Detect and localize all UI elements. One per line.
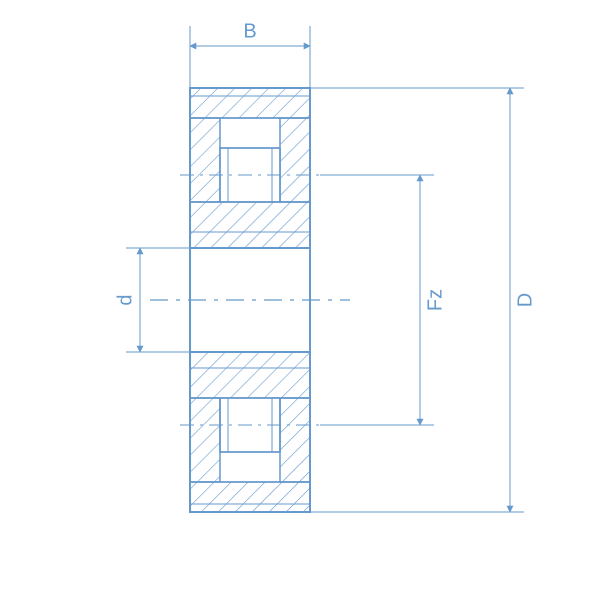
outer-ring-flange-top-right <box>280 118 310 202</box>
dim-fz-label: Fz <box>424 289 446 311</box>
dim-b-label: B <box>243 20 256 42</box>
outer-ring-flange-bottom-right <box>280 398 310 482</box>
outer-ring-flange-top-left <box>190 118 220 202</box>
dim-d-outer-label: D <box>514 293 536 307</box>
inner-ring-top <box>190 202 310 248</box>
inner-ring-bottom <box>190 352 310 398</box>
outer-ring-top <box>190 88 310 118</box>
outer-ring-bottom <box>190 482 310 512</box>
outer-ring-flange-bottom-left <box>190 398 220 482</box>
dim-d-label: d <box>114 294 136 305</box>
